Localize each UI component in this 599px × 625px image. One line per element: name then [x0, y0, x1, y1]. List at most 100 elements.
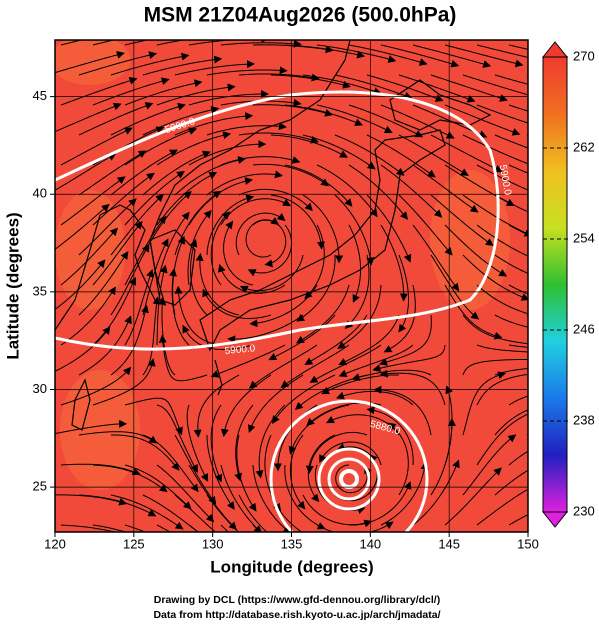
x-tick-label: 120	[44, 536, 66, 551]
streamline	[348, 224, 362, 303]
streamline	[334, 74, 413, 100]
streamline	[55, 51, 125, 74]
colorbar-tick-label: 270	[573, 48, 595, 63]
streamline	[110, 243, 150, 316]
streamline	[476, 488, 528, 526]
streamline	[124, 464, 192, 510]
streamline	[316, 164, 378, 218]
streamline	[296, 254, 336, 322]
streamline	[142, 105, 220, 136]
streamline	[412, 224, 460, 292]
streamline	[430, 134, 503, 173]
y-tick-label: 25	[33, 479, 47, 494]
streamline	[307, 434, 336, 503]
streamline	[60, 40, 84, 46]
streamline	[335, 464, 372, 494]
streamline	[142, 238, 169, 316]
streamline	[110, 52, 190, 76]
x-tick-label: 130	[202, 536, 224, 551]
streamline	[319, 441, 382, 466]
streamline	[60, 127, 133, 166]
streamline	[430, 417, 456, 496]
streamline	[60, 176, 126, 226]
streamline	[270, 74, 351, 89]
streamline	[334, 194, 375, 266]
streamline	[239, 254, 304, 294]
colorbar-arrow	[541, 511, 569, 528]
streamline	[124, 269, 154, 346]
streamline	[508, 224, 528, 236]
streamline	[206, 170, 283, 196]
streamline	[245, 216, 280, 258]
streamline	[476, 284, 528, 315]
streamline	[124, 127, 198, 166]
streamline	[494, 368, 528, 376]
streamline	[284, 464, 326, 530]
streamline	[92, 172, 155, 226]
streamline	[78, 251, 129, 316]
streamline	[174, 434, 217, 505]
streamline	[78, 431, 158, 444]
streamline	[220, 156, 301, 166]
streamline	[284, 44, 366, 59]
streamline	[398, 134, 469, 176]
colorbar-tick-label: 230	[573, 503, 595, 518]
streamline	[186, 404, 209, 482]
streamline	[124, 397, 183, 436]
chart-title: MSM 21Z04Aug2026 (500.0hPa)	[144, 4, 457, 27]
streamline	[60, 463, 141, 476]
streamline	[373, 385, 432, 436]
streamline	[508, 284, 528, 295]
streamline	[508, 395, 528, 406]
streamline	[334, 134, 405, 176]
streamline	[295, 284, 350, 344]
streamline	[110, 193, 164, 256]
streamline	[508, 514, 528, 526]
streamline	[444, 224, 508, 277]
streamline	[338, 344, 414, 377]
streamline	[508, 104, 528, 112]
streamline	[142, 296, 161, 376]
contour-label: 5900.0	[497, 164, 513, 196]
streamline	[248, 344, 318, 389]
streamline	[206, 66, 288, 76]
streamline	[110, 494, 184, 530]
streamline	[462, 194, 528, 237]
streamline	[124, 40, 150, 46]
streamline	[348, 104, 424, 138]
streamline	[316, 44, 397, 63]
streamline	[305, 431, 368, 474]
streamline	[412, 164, 479, 213]
streamline	[92, 524, 128, 532]
streamline	[55, 102, 122, 133]
contours	[55, 90, 500, 532]
colorbar-tick-label: 262	[573, 139, 595, 154]
streamline	[462, 358, 528, 376]
streamline	[236, 434, 257, 512]
streamline	[124, 79, 203, 106]
streamline	[223, 220, 254, 286]
streamline	[348, 44, 428, 66]
streamline	[156, 464, 215, 523]
streamline	[252, 163, 330, 187]
streamline	[174, 60, 256, 76]
streamline	[476, 224, 528, 257]
streamline	[302, 134, 376, 170]
streamline	[344, 254, 370, 329]
streamline	[156, 40, 187, 46]
streamline	[379, 314, 432, 366]
streamline	[494, 314, 528, 328]
colorbar	[542, 56, 568, 513]
streamline	[206, 194, 255, 256]
x-axis-label: Longitude (degrees)	[210, 557, 373, 576]
streamline	[462, 371, 507, 436]
streamline	[227, 314, 304, 344]
streamline	[476, 104, 528, 124]
streamline	[78, 494, 157, 517]
streamline	[412, 44, 492, 68]
streamline	[189, 238, 208, 316]
streamline	[92, 77, 170, 106]
streamline	[60, 366, 132, 406]
streamline	[156, 404, 198, 473]
